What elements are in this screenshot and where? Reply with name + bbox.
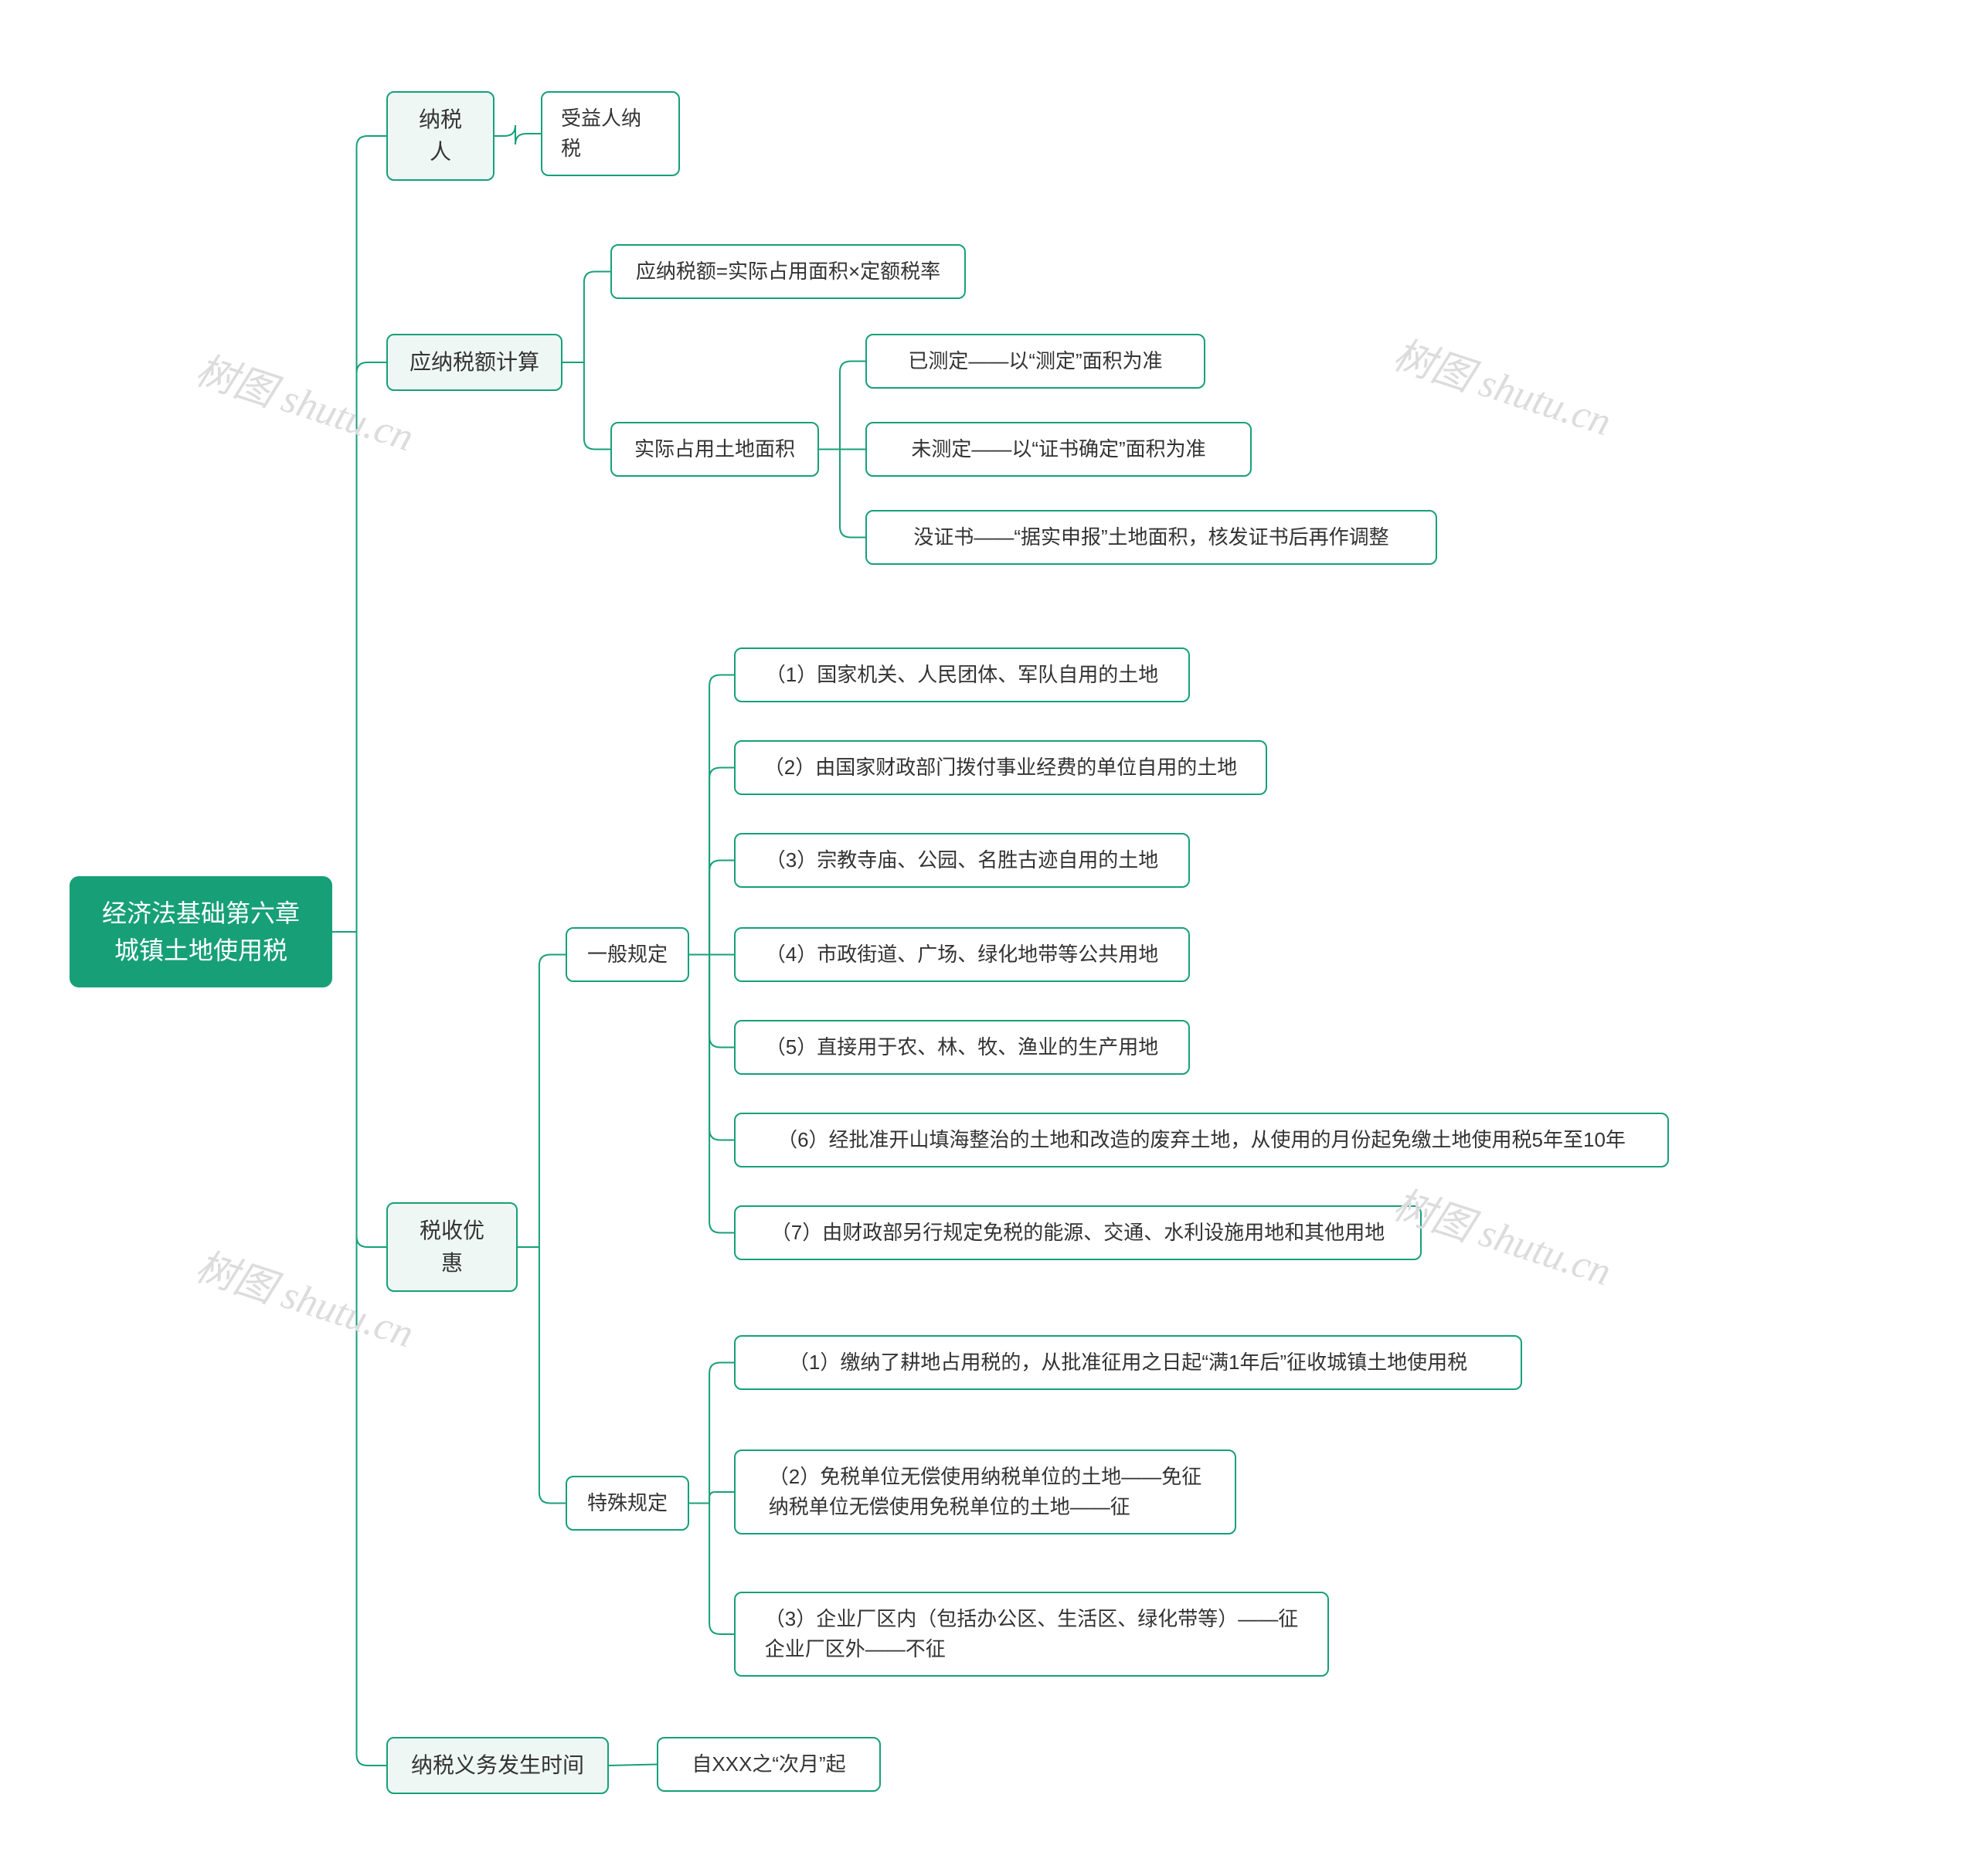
watermark: 树图 shutu.cn xyxy=(1388,322,1620,447)
node-n3g4: （4）市政街道、广场、绿化地带等公共用地 xyxy=(734,927,1190,982)
node-n2b2: 未测定——以“证书确定”面积为准 xyxy=(865,422,1252,477)
node-n2b1: 已测定——以“测定”面积为准 xyxy=(865,334,1205,389)
node-n3g1: （1）国家机关、人民团体、军队自用的土地 xyxy=(734,647,1190,702)
node-n3g2: （2）由国家财政部门拨付事业经费的单位自用的土地 xyxy=(734,740,1267,795)
node-n3g3: （3）宗教寺庙、公园、名胜古迹自用的土地 xyxy=(734,833,1190,888)
node-n3s: 特殊规定 xyxy=(566,1476,689,1531)
node-n3g: 一般规定 xyxy=(566,927,689,982)
node-n2: 应纳税额计算 xyxy=(386,334,562,391)
node-n3: 税收优惠 xyxy=(386,1202,518,1292)
watermark: 树图 shutu.cn xyxy=(1388,1172,1620,1297)
node-n4: 纳税义务发生时间 xyxy=(386,1737,609,1794)
node-n2a: 应纳税额=实际占用面积×定额税率 xyxy=(610,244,966,299)
node-n3s2: （2）免税单位无偿使用纳税单位的土地——免征 纳税单位无偿使用免税单位的土地——… xyxy=(734,1449,1236,1534)
node-n3g7: （7）由财政部另行规定免税的能源、交通、水利设施用地和其他用地 xyxy=(734,1205,1422,1260)
node-root: 经济法基础第六章 城镇土地使用税 xyxy=(70,876,332,987)
node-n3s3: （3）企业厂区内（包括办公区、生活区、绿化带等）——征 企业厂区外——不征 xyxy=(734,1592,1329,1677)
node-n1a: 受益人纳税 xyxy=(541,91,680,176)
node-n3g6: （6）经批准开山填海整治的土地和改造的废弃土地，从使用的月份起免缴土地使用税5年… xyxy=(734,1113,1669,1167)
node-n3s1: （1）缴纳了耕地占用税的，从批准征用之日起“满1年后”征收城镇土地使用税 xyxy=(734,1335,1522,1390)
node-n2b: 实际占用土地面积 xyxy=(610,422,819,477)
node-n2b3: 没证书——“据实申报”土地面积，核发证书后再作调整 xyxy=(865,510,1437,565)
node-n1: 纳税人 xyxy=(386,91,494,181)
node-n4a: 自XXX之“次月”起 xyxy=(657,1737,881,1792)
node-n3g5: （5）直接用于农、林、牧、渔业的生产用地 xyxy=(734,1020,1190,1075)
